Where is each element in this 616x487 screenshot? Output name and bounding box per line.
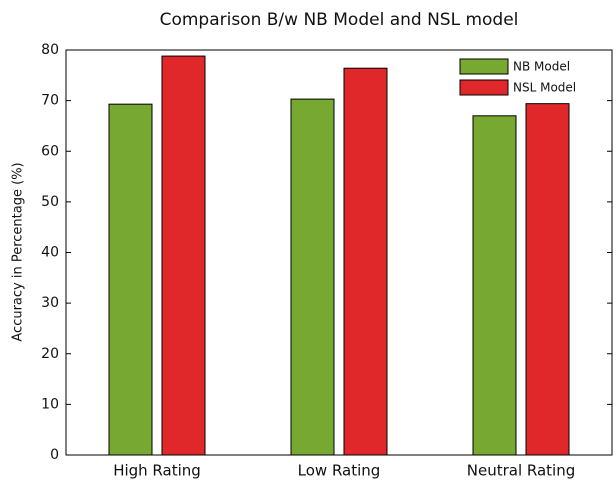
y-tick-label: 30	[41, 295, 59, 311]
y-axis-label: Accuracy in Percentage (%)	[11, 162, 26, 341]
bar	[343, 67, 388, 456]
y-tick-label: 50	[41, 194, 59, 210]
x-tick-label: Neutral Rating	[467, 462, 576, 480]
y-tick-label: 40	[41, 245, 59, 261]
legend-swatch	[459, 58, 509, 75]
y-tick-label: 10	[41, 396, 59, 412]
chart-title: Comparison B/w NB Model and NSL model	[160, 10, 519, 30]
bar	[472, 115, 517, 456]
legend-label: NB Model	[513, 60, 570, 74]
x-tick-label: High Rating	[113, 462, 201, 480]
bar	[161, 55, 206, 456]
legend-swatch	[459, 79, 509, 96]
legend-label: NSL Model	[513, 81, 576, 95]
bar	[108, 103, 153, 456]
y-tick-label: 70	[41, 93, 59, 109]
y-tick-label: 20	[41, 346, 59, 362]
y-tick-label: 80	[41, 42, 59, 58]
bar	[525, 103, 570, 456]
x-tick-label: Low Rating	[298, 462, 381, 480]
y-tick-label: 0	[50, 447, 59, 463]
y-tick-label: 60	[41, 143, 59, 159]
bar	[290, 98, 335, 456]
